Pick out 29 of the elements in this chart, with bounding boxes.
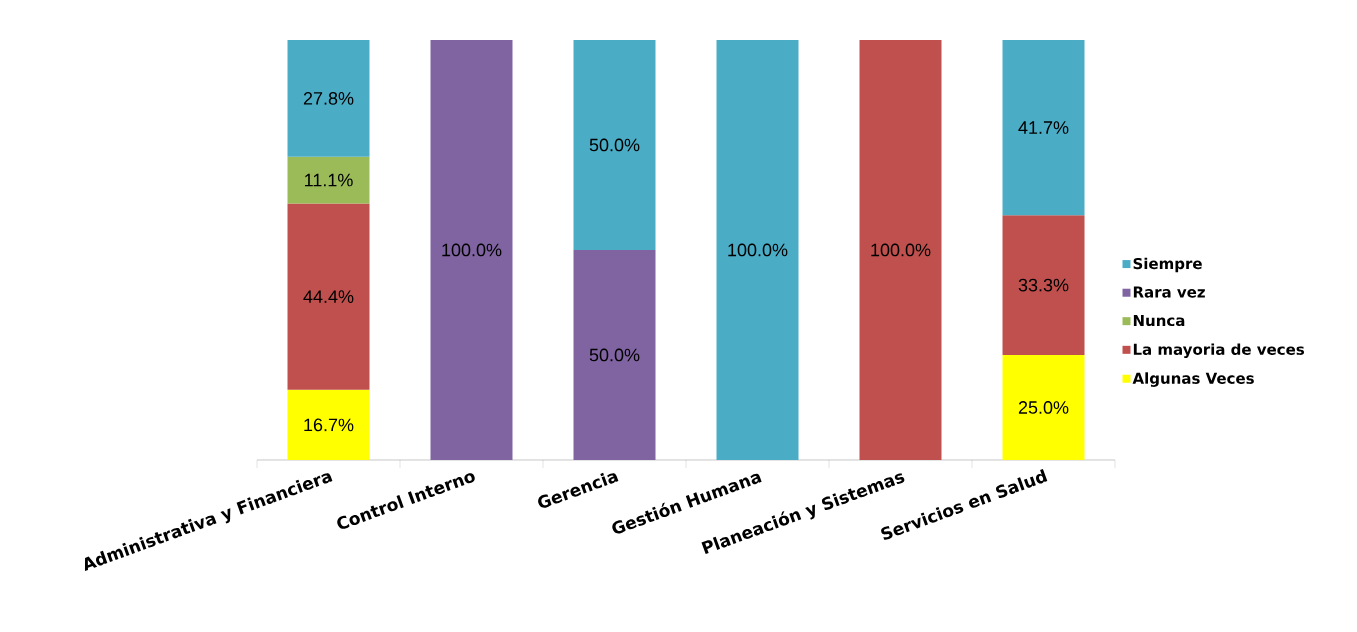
legend-label: Rara vez (1133, 286, 1205, 298)
bar (287, 389, 370, 460)
data-label: 100.0% (728, 243, 788, 257)
data-label: 41.7% (1018, 121, 1069, 134)
bar (1002, 39, 1085, 216)
data-label: 100.0% (442, 243, 502, 257)
data-label: 11.1% (305, 173, 353, 187)
bar (287, 39, 370, 157)
legend-label: Nunca (1133, 314, 1185, 327)
bar (287, 156, 370, 204)
bar (430, 39, 513, 460)
data-label: 50.0% (589, 138, 640, 152)
bar (573, 39, 656, 250)
bar (287, 203, 370, 390)
data-label: 27.8% (303, 91, 354, 105)
legend-label: Siempre (1133, 257, 1202, 273)
data-label: 33.3% (1018, 278, 1069, 292)
legend-label: La mayoria de veces (1133, 343, 1305, 359)
bar (573, 250, 656, 460)
legend-label: Algunas Veces (1132, 372, 1254, 387)
bar (1002, 215, 1085, 355)
data-label: 50.0% (589, 348, 640, 362)
data-label: 25.0% (1018, 401, 1069, 414)
data-label: 16.7% (304, 418, 354, 432)
bar (1002, 355, 1085, 460)
data-label: 100.0% (871, 243, 931, 257)
data-label: 44.4% (303, 290, 354, 303)
bar (859, 39, 942, 460)
bar (716, 39, 799, 460)
